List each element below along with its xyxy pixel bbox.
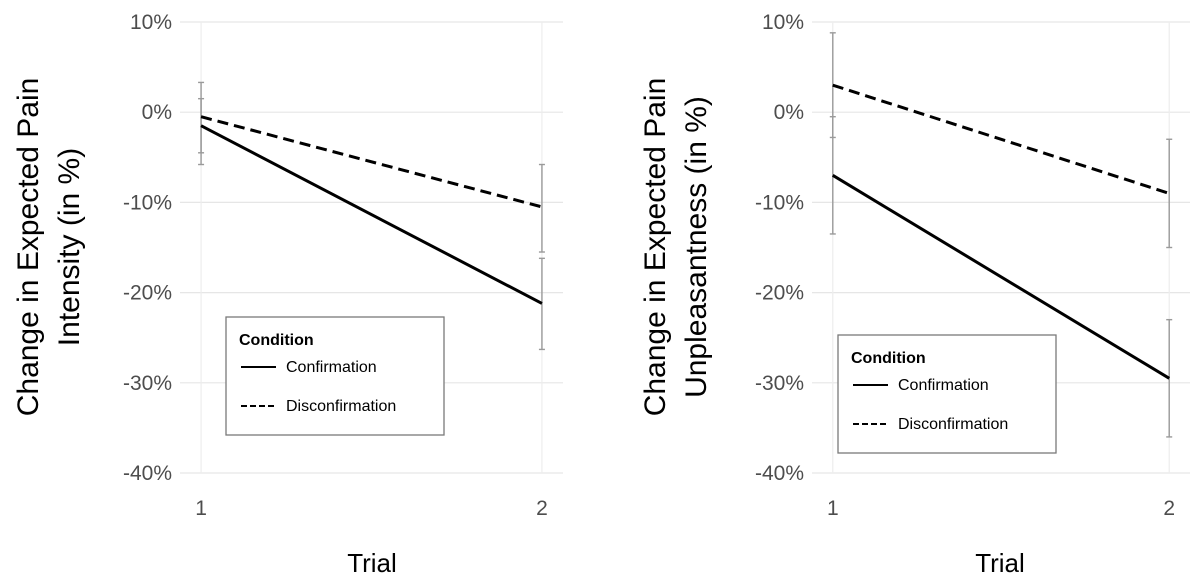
y-tick-label: 10% bbox=[762, 11, 804, 34]
x-axis-title: Trial bbox=[347, 548, 397, 578]
y-tick-label: -10% bbox=[123, 191, 172, 214]
legend-box bbox=[225, 316, 445, 436]
series-line-disconfirmation bbox=[200, 115, 543, 209]
y-tick-label: -10% bbox=[755, 191, 804, 214]
y-tick-label: -30% bbox=[755, 372, 804, 395]
y-tick-label: 10% bbox=[130, 11, 172, 34]
legend-label-disconfirmation: Disconfirmation bbox=[286, 398, 396, 415]
legend-title: Condition bbox=[851, 350, 926, 367]
legend: Condition Confirmation Disconfirmation bbox=[225, 316, 445, 436]
x-tick-label: 2 bbox=[1163, 497, 1175, 520]
x-tick-label: 1 bbox=[195, 497, 207, 520]
error-bars-disconfirmation bbox=[198, 81, 545, 253]
panel-expected-pain-intensity: 10% 0% -10% -20% -30% -40% 1 2 Trial Change in Ex… bbox=[12, 11, 563, 578]
legend: Condition Confirmation Disconfirmation bbox=[837, 334, 1057, 454]
legend-label-confirmation: Confirmation bbox=[286, 359, 377, 376]
series-line-confirmation bbox=[832, 174, 1170, 380]
y-axis-title-line: Intensity (in %) bbox=[53, 148, 86, 346]
y-axis-title-line: Change in Expected Pain bbox=[12, 78, 45, 417]
legend-label-confirmation: Confirmation bbox=[898, 377, 989, 394]
x-tick-label: 2 bbox=[536, 497, 548, 520]
legend-box bbox=[837, 334, 1057, 454]
y-tick-label: -40% bbox=[755, 462, 804, 485]
y-tick-label: 0% bbox=[774, 101, 804, 124]
y-tick-label: -20% bbox=[755, 282, 804, 305]
y-tick-label: -30% bbox=[123, 372, 172, 395]
y-axis-title-line: Change in Expected Pain bbox=[639, 78, 672, 417]
x-axis-title: Trial bbox=[975, 548, 1025, 578]
series-line-disconfirmation bbox=[832, 83, 1170, 195]
y-tick-label: 0% bbox=[142, 101, 172, 124]
series-line-confirmation bbox=[200, 124, 543, 305]
x-tick-label: 1 bbox=[827, 497, 839, 520]
y-tick-label: -20% bbox=[123, 282, 172, 305]
y-axis-title-line: Unpleasantness (in %) bbox=[680, 96, 713, 398]
legend-title: Condition bbox=[239, 332, 314, 349]
error-bars-confirmation bbox=[198, 97, 545, 351]
panel-expected-pain-unpleasantness: 10% 0% -10% -20% -30% -40% 1 2 Trial Change in Ex… bbox=[639, 11, 1190, 578]
legend-label-disconfirmation: Disconfirmation bbox=[898, 416, 1008, 433]
y-tick-label: -40% bbox=[123, 462, 172, 485]
